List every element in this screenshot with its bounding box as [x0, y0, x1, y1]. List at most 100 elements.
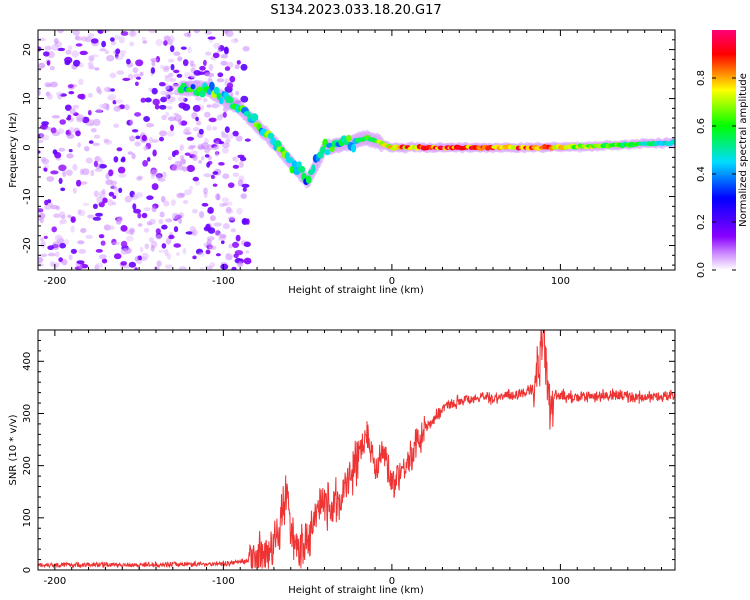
heatmap-noise-blob	[199, 211, 205, 219]
heatmap-noise-blob	[137, 212, 142, 219]
heatmap-noise-blob	[225, 206, 232, 213]
heatmap-noise-blob	[170, 63, 175, 71]
heatmap-noise-blob	[176, 192, 185, 199]
heatmap-noise-blob	[93, 190, 99, 198]
heatmap-noise-blob	[47, 252, 56, 257]
heatmap-noise-blob	[235, 90, 240, 96]
heatmap-noise-blob	[66, 169, 73, 176]
heatmap-noise-blob	[220, 263, 229, 270]
heatmap-noise-blob	[162, 171, 167, 179]
heatmap-noise-blob	[178, 266, 187, 270]
heatmap-noise-blob	[235, 234, 241, 242]
heatmap-noise-blob	[245, 250, 250, 254]
heatmap-noise-blob	[99, 48, 107, 52]
heatmap-noise-blob	[236, 207, 243, 215]
heatmap-ridge-mark	[199, 90, 206, 98]
heatmap-noise-blob	[227, 216, 236, 221]
heatmap-noise-blob	[198, 160, 203, 164]
heatmap-noise-blob	[131, 129, 139, 133]
heatmap-ridge-mark	[311, 164, 316, 174]
heatmap-noise-blob	[141, 36, 147, 41]
heatmap-noise-blob	[70, 225, 75, 233]
heatmap-noise-blob	[95, 249, 103, 253]
colorbar-label: Normalized spectral amplitude	[738, 73, 749, 227]
heatmap-noise-blob	[92, 142, 100, 146]
heatmap-noise-blob	[225, 138, 231, 145]
colorbar-gradient	[712, 30, 736, 270]
heatmap-noise-blob	[143, 227, 150, 233]
heatmap-noise-blob	[71, 50, 79, 58]
heatmap-noise-blob	[132, 203, 137, 211]
heatmap-noise-blob	[92, 118, 101, 126]
heatmap-noise-blob	[237, 154, 245, 159]
heatmap-noise-blob	[134, 141, 141, 147]
heatmap-noise-blob	[222, 142, 230, 149]
heatmap-ridge-mark	[346, 134, 352, 142]
heatmap-noise-blob	[148, 30, 157, 34]
heatmap-noise-blob	[167, 116, 177, 122]
heatmap-noise-blob	[155, 39, 163, 46]
heatmap-noise-blob	[177, 96, 186, 102]
snr-frame	[37, 329, 676, 571]
heatmap-noise-blob	[87, 32, 95, 39]
heatmap-noise-blob	[110, 41, 117, 46]
heatmap-noise-blob	[223, 30, 229, 34]
heatmap-noise-blob	[120, 225, 128, 232]
heatmap-noise-blob	[72, 104, 80, 109]
heatmap-noise-blob	[104, 50, 110, 55]
heatmap-ridge-mark	[305, 175, 312, 184]
heatmap-noise-blob	[116, 147, 123, 152]
heatmap-noise-blob	[52, 149, 58, 155]
heatmap-noise-blob	[164, 83, 170, 90]
heatmap-noise-blob	[246, 218, 250, 225]
heatmap-noise-blob	[141, 212, 148, 219]
heatmap-noise-blob	[142, 40, 148, 44]
heatmap-noise-blob	[165, 218, 173, 223]
heatmap-noise-blob	[146, 157, 151, 162]
heatmap-noise-blob	[232, 130, 239, 137]
heatmap-noise-blob	[171, 199, 176, 206]
heatmap-noise-blob	[90, 128, 97, 133]
heatmap-noise-blob	[167, 156, 172, 161]
heatmap-noise-blob	[53, 213, 61, 218]
heatmap-noise-blob	[92, 203, 98, 209]
heatmap-noise-blob	[206, 162, 211, 168]
heatmap-noise-blob	[178, 102, 187, 109]
heatmap-noise-blob	[116, 215, 123, 221]
heatmap-noise-blob	[55, 205, 61, 211]
heatmap-noise-blob	[236, 60, 241, 65]
heatmap-noise-blob	[43, 235, 48, 239]
heatmap-noise-blob	[146, 123, 155, 128]
heatmap-ridge-mark	[670, 139, 675, 145]
y-tick-label: -20	[22, 237, 33, 253]
heatmap-noise-blob	[127, 151, 133, 155]
heatmap-noise-blob	[242, 46, 250, 52]
heatmap-noise-blob	[81, 36, 87, 42]
heatmap-noise-blob	[192, 208, 198, 214]
heatmap-noise-blob	[46, 126, 52, 131]
heatmap-noise-blob	[193, 30, 200, 34]
heatmap-noise-blob	[234, 64, 240, 70]
heatmap-noise-blob	[155, 234, 162, 240]
heatmap-noise-blob	[81, 168, 90, 176]
heatmap-noise-blob	[143, 116, 151, 122]
heatmap-noise-blob	[178, 217, 182, 224]
heatmap-noise-blob	[59, 119, 66, 125]
heatmap-noise-blob	[94, 168, 103, 172]
heatmap-ridge-mark	[190, 84, 196, 90]
heatmap-ridge-mark	[298, 165, 306, 173]
heatmap-noise-blob	[234, 156, 239, 163]
heatmap-noise-blob	[173, 226, 179, 233]
x-tick-label: -200	[44, 576, 67, 587]
heatmap-noise-blob	[206, 104, 212, 108]
heatmap-y-axis-label: Frequency (Hz)	[8, 112, 19, 188]
heatmap-noise-blob	[155, 228, 161, 235]
heatmap-marks	[38, 30, 675, 270]
heatmap-noise-blob	[150, 57, 159, 62]
heatmap-noise-blob	[38, 139, 44, 144]
heatmap-noise-blob	[107, 199, 114, 206]
heatmap-noise-blob	[173, 112, 179, 116]
heatmap-noise-blob	[208, 117, 217, 123]
heatmap-noise-blob	[213, 145, 219, 150]
heatmap-noise-blob	[64, 239, 69, 245]
